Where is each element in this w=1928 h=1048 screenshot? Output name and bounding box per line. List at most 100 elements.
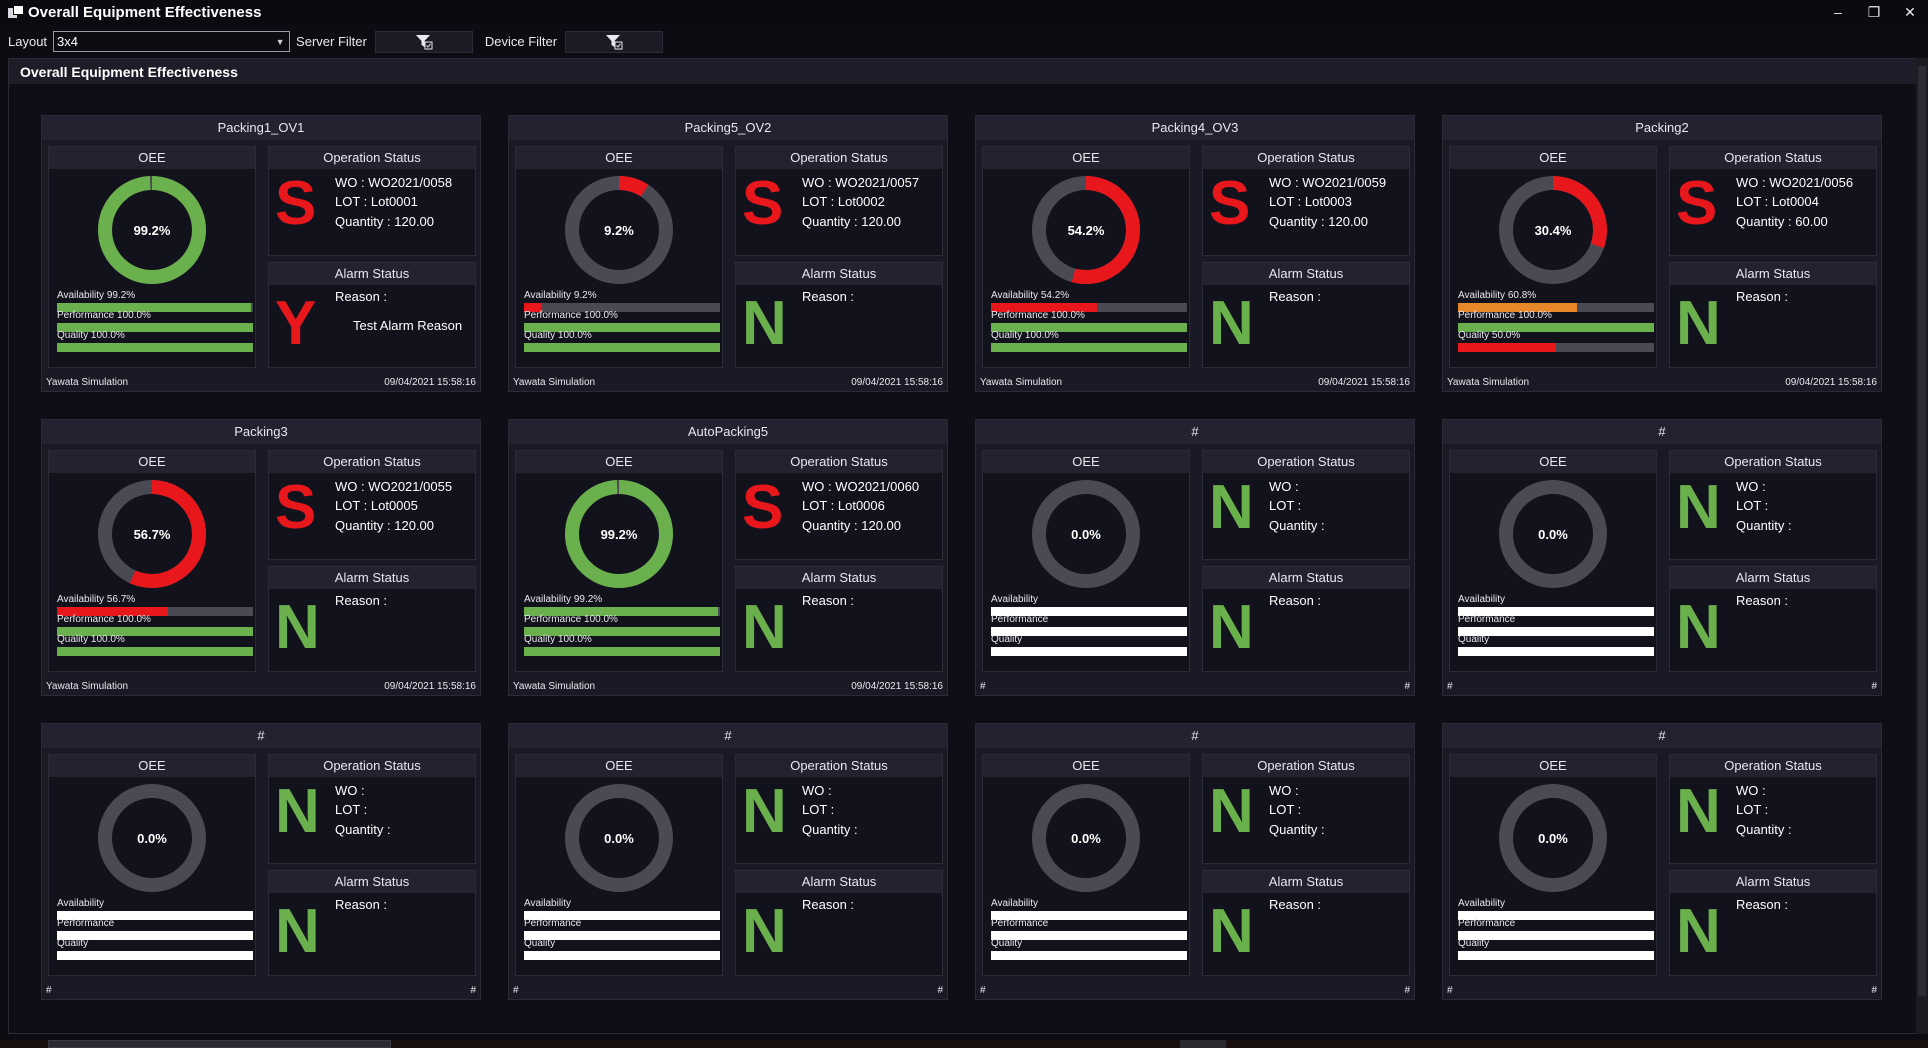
alarm-reason-text: Test Alarm Reason (353, 318, 463, 333)
card-title: # (1443, 724, 1881, 748)
availability-label: Availability (57, 898, 105, 909)
oee-card-7[interactable]: # OEE 0.0% Availability Performance Qual… (975, 419, 1415, 696)
card-footer: Yawata Simulation 09/04/2021 15:58:16 (980, 377, 1410, 388)
availability-bar (1458, 607, 1654, 616)
availability-bar (57, 607, 253, 616)
performance-label: Performance 100.0% (1458, 310, 1552, 321)
operation-status-indicator: S (275, 473, 317, 542)
vertical-scrollbar[interactable] (1916, 58, 1928, 1034)
oee-dashboard-panel: Overall Equipment Effectiveness Packing1… (8, 58, 1918, 1034)
oee-value: 0.0% (1538, 526, 1568, 542)
oee-card-6[interactable]: AutoPacking5 OEE 99.2% Availability 99.2… (508, 419, 948, 696)
card-title: Packing1_OV1 (42, 116, 480, 140)
oee-card-9[interactable]: # OEE 0.0% Availability Performance Qual… (41, 723, 481, 1000)
availability-bar-fill (524, 911, 720, 920)
quantity: Quantity : 60.00 (1736, 214, 1828, 229)
data-source: # (513, 985, 519, 996)
availability-label: Availability (1458, 898, 1506, 909)
quality-label: Quality (1458, 634, 1490, 645)
operation-status-indicator: S (742, 473, 784, 542)
oee-card-2[interactable]: Packing5_OV2 OEE 9.2% Availability 9.2% … (508, 115, 948, 392)
alarm-status-panel: Alarm Status N Reason : (1202, 566, 1410, 672)
oee-donut-chart (1499, 176, 1607, 284)
operation-status-panel: Operation Status S WO : WO2021/0056 LOT … (1669, 146, 1877, 256)
quality-label: Quality 50.0% (1458, 330, 1521, 341)
availability-label: Availability (991, 594, 1039, 605)
data-source: Yawata Simulation (46, 681, 129, 692)
oee-card-4[interactable]: Packing2 OEE 30.4% Availability 60.8% Pe… (1442, 115, 1882, 392)
availability-label: Availability 99.2% (57, 290, 136, 301)
quality-label: Quality (57, 938, 89, 949)
horizontal-scrollbar[interactable] (0, 1040, 1928, 1048)
oee-donut-track (1032, 784, 1140, 892)
data-source: # (980, 681, 986, 692)
oee-donut-track (1499, 480, 1607, 588)
oee-donut-chart (565, 176, 673, 284)
quality-bar-fill (57, 647, 253, 656)
performance-label: Performance 100.0% (57, 614, 151, 625)
performance-metric: Performance 100.0% (57, 310, 253, 332)
lot-number: LOT : (335, 802, 368, 817)
close-button[interactable]: ✕ (1904, 3, 1916, 20)
card-footer: # # (1447, 681, 1877, 692)
oee-donut-track (1032, 480, 1140, 588)
oee-panel-header: OEE (983, 147, 1189, 169)
performance-bar-fill (524, 627, 720, 636)
alarm-status-header: Alarm Status (1670, 871, 1876, 893)
alarm-reason-label: Reason : (802, 289, 855, 304)
quantity: Quantity : (1736, 518, 1792, 533)
data-source: Yawata Simulation (513, 377, 596, 388)
quality-label: Quality 100.0% (57, 634, 125, 645)
quality-bar-fill (991, 951, 1187, 960)
operation-status-header: Operation Status (1203, 755, 1409, 777)
operation-status-header: Operation Status (1203, 147, 1409, 169)
oee-donut-track (1499, 784, 1607, 892)
quality-label: Quality 100.0% (524, 634, 592, 645)
quality-bar (524, 647, 720, 656)
performance-bar (57, 931, 253, 940)
alarm-status-panel: Alarm Status N Reason : (268, 566, 476, 672)
availability-label: Availability 9.2% (524, 290, 597, 301)
availability-bar (1458, 303, 1654, 312)
availability-label: Availability (991, 898, 1039, 909)
oee-card-grid: Packing1_OV1 OEE 99.2% Availability 99.2… (41, 115, 1882, 1000)
card-title: # (1443, 420, 1881, 444)
oee-panel-header: OEE (49, 755, 255, 777)
alarm-status-indicator: N (1209, 289, 1254, 358)
oee-card-12[interactable]: # OEE 0.0% Availability Performance Qual… (1442, 723, 1882, 1000)
minimize-button[interactable]: – (1834, 4, 1842, 20)
quantity: Quantity : (802, 822, 858, 837)
oee-panel-header: OEE (49, 147, 255, 169)
quality-bar (1458, 343, 1654, 352)
alarm-status-indicator: N (1209, 897, 1254, 966)
availability-metric: Availability 54.2% (991, 290, 1187, 312)
restore-button[interactable]: ❐ (1867, 3, 1881, 20)
device-filter-button[interactable] (565, 30, 664, 53)
availability-bar (524, 607, 720, 616)
lot-number: LOT : Lot0004 (1736, 194, 1819, 209)
oee-card-1[interactable]: Packing1_OV1 OEE 99.2% Availability 99.2… (41, 115, 481, 392)
oee-panel-header: OEE (983, 755, 1189, 777)
oee-card-10[interactable]: # OEE 0.0% Availability Performance Qual… (508, 723, 948, 1000)
quality-bar (1458, 951, 1654, 960)
quality-label: Quality (991, 938, 1023, 949)
availability-label: Availability 99.2% (524, 594, 603, 605)
chevron-down-icon[interactable]: ▼ (275, 36, 285, 47)
device-filter-label: Device Filter (484, 34, 558, 49)
oee-donut-chart (1032, 176, 1140, 284)
vertical-scrollbar-thumb[interactable] (1918, 66, 1926, 996)
window-controls: – ❐ ✕ (1820, 0, 1928, 24)
performance-metric: Performance (57, 918, 253, 940)
oee-card-3[interactable]: Packing4_OV3 OEE 54.2% Availability 54.2… (975, 115, 1415, 392)
layout-select[interactable]: 3x4 ▼ (53, 31, 291, 52)
performance-bar (1458, 323, 1654, 332)
oee-card-8[interactable]: # OEE 0.0% Availability Performance Qual… (1442, 419, 1882, 696)
oee-card-5[interactable]: Packing3 OEE 56.7% Availability 56.7% Pe… (41, 419, 481, 696)
work-order: WO : WO2021/0060 (802, 479, 920, 494)
last-updated: # (1404, 985, 1410, 996)
oee-card-11[interactable]: # OEE 0.0% Availability Performance Qual… (975, 723, 1415, 1000)
quality-metric: Quality 100.0% (524, 330, 720, 352)
server-filter-button[interactable] (374, 30, 473, 53)
availability-bar-fill (991, 303, 1098, 312)
horizontal-scrollbar-thumb[interactable] (48, 1040, 391, 1048)
